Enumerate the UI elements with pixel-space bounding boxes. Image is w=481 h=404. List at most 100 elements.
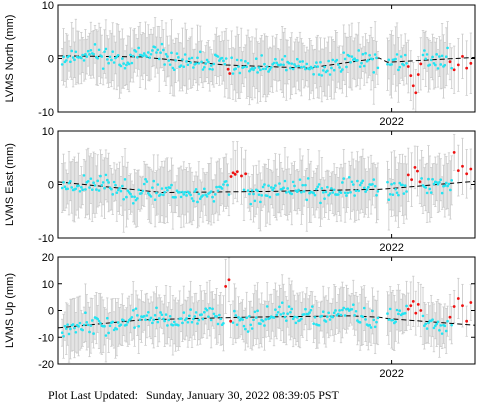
data-point bbox=[362, 306, 366, 310]
data-point bbox=[308, 311, 311, 314]
data-point bbox=[373, 184, 377, 188]
data-point bbox=[361, 315, 365, 319]
data-point bbox=[189, 308, 192, 311]
data-point bbox=[200, 60, 203, 64]
data-point bbox=[235, 323, 239, 326]
y-tick-label: 10 bbox=[42, 279, 54, 291]
data-point bbox=[119, 64, 123, 68]
data-point bbox=[69, 60, 72, 64]
data-point bbox=[338, 309, 341, 312]
data-point bbox=[449, 188, 452, 192]
data-point bbox=[265, 65, 269, 68]
data-point bbox=[215, 315, 218, 318]
data-point bbox=[439, 178, 443, 182]
data-point bbox=[239, 58, 243, 62]
data-point bbox=[347, 175, 351, 179]
data-point bbox=[74, 187, 78, 191]
data-point bbox=[99, 321, 102, 325]
data-point bbox=[190, 197, 194, 200]
data-point bbox=[66, 187, 69, 191]
outlier-point bbox=[411, 300, 415, 303]
data-point bbox=[361, 179, 365, 183]
y-tick-label: -20 bbox=[38, 359, 54, 371]
data-point bbox=[431, 318, 434, 321]
data-point bbox=[71, 323, 75, 326]
data-point bbox=[341, 68, 344, 71]
data-point bbox=[403, 311, 407, 315]
data-point bbox=[181, 190, 184, 194]
data-point bbox=[350, 180, 354, 184]
data-point bbox=[238, 71, 242, 75]
outlier-point bbox=[452, 151, 456, 154]
data-point bbox=[73, 326, 76, 330]
data-point bbox=[62, 55, 65, 59]
data-point bbox=[364, 51, 367, 55]
data-point bbox=[246, 189, 250, 192]
data-point bbox=[268, 68, 272, 71]
data-point bbox=[104, 173, 108, 177]
data-point bbox=[394, 320, 397, 323]
data-point bbox=[427, 321, 430, 325]
panel-2: -20 -10 0 10 20 2022 LVMS Up (mm) bbox=[4, 252, 476, 380]
data-point bbox=[248, 314, 251, 318]
data-point bbox=[130, 315, 134, 319]
data-point bbox=[401, 183, 404, 187]
data-point bbox=[237, 316, 240, 319]
data-point bbox=[115, 327, 119, 331]
data-point bbox=[137, 324, 141, 328]
footer-datetime: Sunday, January 30, 2022 08:39:05 PST bbox=[146, 388, 339, 402]
data-point bbox=[309, 308, 313, 312]
data-point bbox=[159, 51, 162, 54]
outlier-point bbox=[244, 172, 248, 176]
data-point bbox=[283, 179, 287, 183]
data-point bbox=[375, 320, 378, 324]
y-tick-label: -10 bbox=[38, 332, 54, 344]
data-point bbox=[167, 318, 171, 322]
data-point bbox=[295, 316, 299, 319]
data-point bbox=[336, 312, 340, 316]
data-point bbox=[323, 65, 326, 69]
data-point bbox=[342, 51, 346, 54]
data-point bbox=[196, 322, 199, 325]
data-point bbox=[111, 193, 115, 196]
outlier-point bbox=[414, 311, 418, 315]
data-point bbox=[278, 182, 281, 185]
data-point bbox=[257, 66, 261, 69]
data-point bbox=[226, 183, 229, 187]
data-point bbox=[172, 320, 176, 324]
outlier-point bbox=[406, 307, 410, 311]
outlier-point bbox=[411, 84, 415, 88]
data-point bbox=[248, 69, 251, 73]
data-point bbox=[159, 193, 162, 196]
data-point bbox=[231, 72, 235, 75]
outlier-point bbox=[465, 172, 469, 176]
data-point bbox=[216, 55, 220, 58]
data-point bbox=[200, 313, 203, 316]
data-point bbox=[245, 316, 248, 320]
data-point bbox=[86, 323, 90, 327]
data-point bbox=[146, 51, 150, 54]
outlier-point bbox=[229, 319, 233, 323]
data-point bbox=[131, 202, 135, 205]
data-point bbox=[302, 190, 306, 193]
data-point bbox=[341, 181, 344, 184]
data-point bbox=[444, 55, 448, 59]
data-point bbox=[272, 186, 276, 190]
data-point bbox=[110, 58, 113, 62]
data-point bbox=[405, 304, 408, 308]
data-point bbox=[190, 56, 194, 60]
data-point bbox=[280, 58, 284, 61]
data-point bbox=[443, 324, 447, 328]
data-point bbox=[439, 63, 443, 66]
data-point bbox=[185, 194, 188, 197]
data-point bbox=[312, 322, 315, 326]
data-point bbox=[302, 313, 306, 316]
data-point bbox=[372, 318, 376, 322]
data-point bbox=[168, 63, 172, 66]
data-point bbox=[424, 57, 428, 61]
data-point bbox=[305, 62, 309, 66]
data-point bbox=[105, 316, 109, 320]
data-point bbox=[211, 68, 214, 71]
data-point bbox=[64, 59, 68, 62]
outlier-point bbox=[414, 91, 418, 95]
